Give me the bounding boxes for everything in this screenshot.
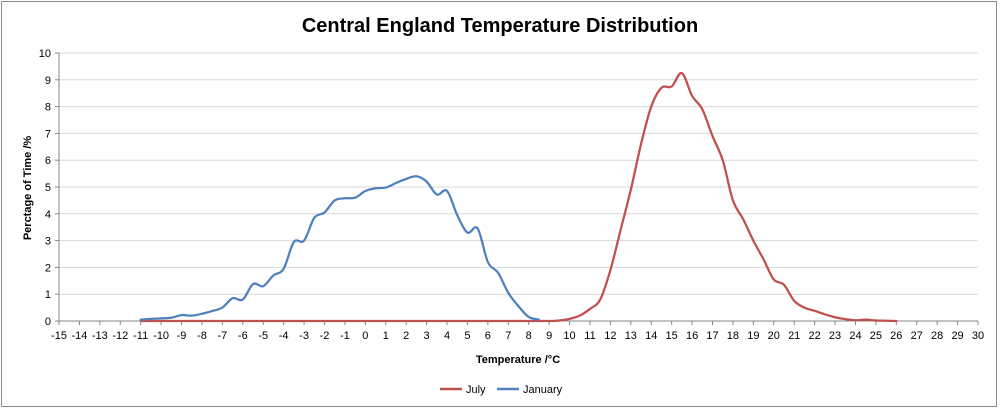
y-tick-label: 4 [45,209,51,221]
x-tick-label: 25 [870,330,882,342]
x-tick-label: 22 [808,330,820,342]
axes [55,52,979,325]
x-tick-label: -10 [153,330,169,342]
x-tick-label: 17 [706,330,718,342]
x-tick-label: 10 [563,330,575,342]
x-tick-label: -2 [320,330,330,342]
x-tick-label: -5 [258,330,268,342]
gridlines [59,52,978,295]
x-tick-label: 3 [424,330,430,342]
x-tick-label: 7 [505,330,511,342]
x-tick-label: 29 [951,330,963,342]
y-tick-label: 0 [45,316,51,328]
x-tick-label: 8 [526,330,532,342]
legend-label: July [466,384,486,396]
x-tick-label: -8 [197,330,207,342]
x-tick-label: -15 [51,330,67,342]
chart-title: Central England Temperature Distribution [302,15,698,37]
y-tick-label: 10 [39,48,51,60]
series-lines [139,71,898,323]
x-tick-label: 5 [464,330,470,342]
x-tick-label: 0 [362,330,368,342]
x-tick-label: 30 [972,330,984,342]
x-tick-label: 15 [666,330,678,342]
series-line-january [139,175,541,321]
x-tick-label: 27 [911,330,923,342]
y-tick-label: 1 [45,289,51,301]
legend-item-july: July [440,384,486,396]
y-tick-label: 6 [45,155,51,167]
y-tick-label: 7 [45,128,51,140]
x-tick-label: 14 [645,330,657,342]
legend-label: January [523,384,563,396]
legend-item-january: January [497,384,563,396]
x-tick-label: 20 [768,330,780,342]
x-tick-label: 18 [727,330,739,342]
x-tick-label: 6 [485,330,491,342]
x-tick-label: -9 [177,330,187,342]
x-tick-label: -12 [112,330,128,342]
x-tick-label: 21 [788,330,800,342]
y-tick-label: 9 [45,75,51,87]
x-tick-label: 2 [403,330,409,342]
y-axis-title: Perctage of Time /% [22,136,34,241]
y-tick-label: 3 [45,236,51,248]
x-tick-label: 4 [444,330,450,342]
x-tick-label: -14 [71,330,87,342]
x-tick-label: 26 [890,330,902,342]
x-tick-label: -4 [279,330,289,342]
x-tick-label: 23 [829,330,841,342]
x-axis-title: Temperature /°C [476,354,560,366]
x-tick-label: 12 [604,330,616,342]
x-tick-label: 16 [686,330,698,342]
x-tick-label: -11 [133,330,148,342]
x-tick-label: -6 [238,330,248,342]
x-tick-label: 1 [383,330,389,342]
series-line-july [139,71,898,323]
x-tick-label: -13 [92,330,108,342]
x-tick-label: 24 [849,330,861,342]
y-tick-label: 8 [45,102,51,114]
x-tick-label: -1 [340,330,350,342]
y-tick-label: 5 [45,182,51,194]
x-tick-label: 9 [546,330,552,342]
legend: July January [440,384,563,396]
y-tick-label: 2 [45,262,51,274]
x-tick-label: 28 [931,330,943,342]
x-tick-label: 19 [747,330,759,342]
x-tick-label: 13 [625,330,637,342]
x-tick-label: 11 [584,330,595,342]
x-tick-label: -3 [299,330,309,342]
x-tick-label: -7 [217,330,227,342]
